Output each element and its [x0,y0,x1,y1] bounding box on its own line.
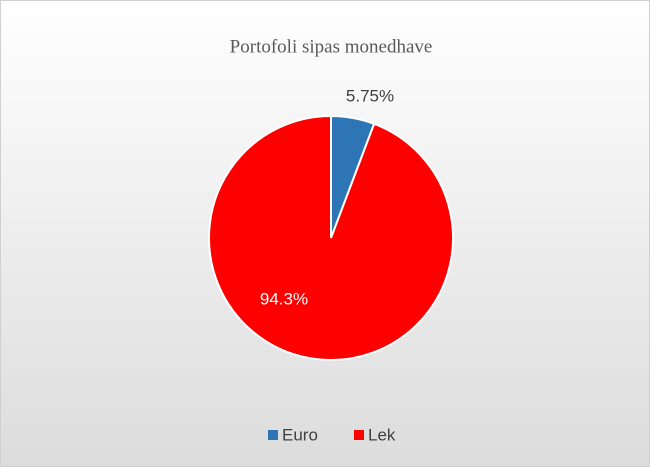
data-label: 94.3% [260,289,308,308]
legend-label: Lek [368,425,396,444]
legend-swatch [354,430,364,440]
chart-title: Portofoli sipas monedhave [230,36,433,57]
legend-swatch [268,430,278,440]
data-label: 5.75% [346,86,394,105]
pie-slice [208,114,454,361]
legend-label: Euro [282,425,318,444]
